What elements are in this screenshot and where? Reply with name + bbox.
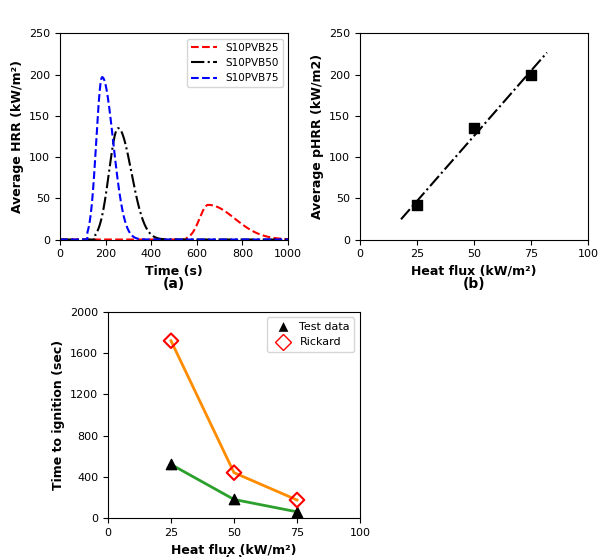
S10PVB50 xyxy=(82,236,89,243)
S10PVB50 xyxy=(96,222,103,229)
S10PVB50 xyxy=(56,236,64,243)
Text: (c): (c) xyxy=(223,555,245,557)
Point xyxy=(292,507,302,516)
Line: S10PVB25: S10PVB25 xyxy=(60,205,288,240)
Line: S10PVB50: S10PVB50 xyxy=(60,128,288,240)
S10PVB25 xyxy=(144,236,151,243)
S10PVB50 xyxy=(280,236,287,243)
S10PVB50 xyxy=(284,236,292,243)
S10PVB50 xyxy=(115,125,122,131)
S10PVB75 xyxy=(96,89,103,96)
Legend: S10PVB25, S10PVB50, S10PVB75: S10PVB25, S10PVB50, S10PVB75 xyxy=(187,38,283,87)
Legend: Test data, Rickard: Test data, Rickard xyxy=(267,317,355,352)
S10PVB75 xyxy=(56,236,64,243)
S10PVB25 xyxy=(82,236,89,243)
Point xyxy=(292,496,302,505)
S10PVB75 xyxy=(82,236,89,243)
S10PVB25 xyxy=(256,231,263,237)
Y-axis label: Average HRR (kW/m²): Average HRR (kW/m²) xyxy=(11,60,23,213)
Text: (a): (a) xyxy=(163,277,185,291)
S10PVB50 xyxy=(154,235,161,242)
S10PVB25 xyxy=(154,236,161,243)
S10PVB75 xyxy=(256,236,263,243)
Point xyxy=(166,460,176,469)
Y-axis label: Average pHRR (kW/m2): Average pHRR (kW/m2) xyxy=(311,54,323,219)
S10PVB25 xyxy=(56,236,64,243)
S10PVB75 xyxy=(154,236,161,243)
S10PVB25 xyxy=(205,202,212,208)
S10PVB50 xyxy=(144,227,151,233)
Point xyxy=(412,201,422,209)
S10PVB25 xyxy=(284,236,292,242)
S10PVB75 xyxy=(144,236,151,243)
Point xyxy=(526,70,536,79)
Y-axis label: Time to ignition (sec): Time to ignition (sec) xyxy=(52,340,65,490)
X-axis label: Heat flux (kW/m²): Heat flux (kW/m²) xyxy=(411,265,537,278)
S10PVB75 xyxy=(98,74,106,80)
X-axis label: Time (s): Time (s) xyxy=(145,265,203,278)
X-axis label: Heat flux (kW/m²): Heat flux (kW/m²) xyxy=(171,543,297,556)
Point xyxy=(469,124,479,133)
Line: S10PVB75: S10PVB75 xyxy=(60,77,288,240)
S10PVB75 xyxy=(280,236,287,243)
Point xyxy=(166,336,176,345)
Point xyxy=(229,468,239,477)
Point xyxy=(229,495,239,504)
Text: (b): (b) xyxy=(463,277,485,291)
S10PVB25 xyxy=(96,236,103,243)
S10PVB75 xyxy=(284,236,292,243)
S10PVB25 xyxy=(280,236,287,242)
S10PVB50 xyxy=(256,236,263,243)
